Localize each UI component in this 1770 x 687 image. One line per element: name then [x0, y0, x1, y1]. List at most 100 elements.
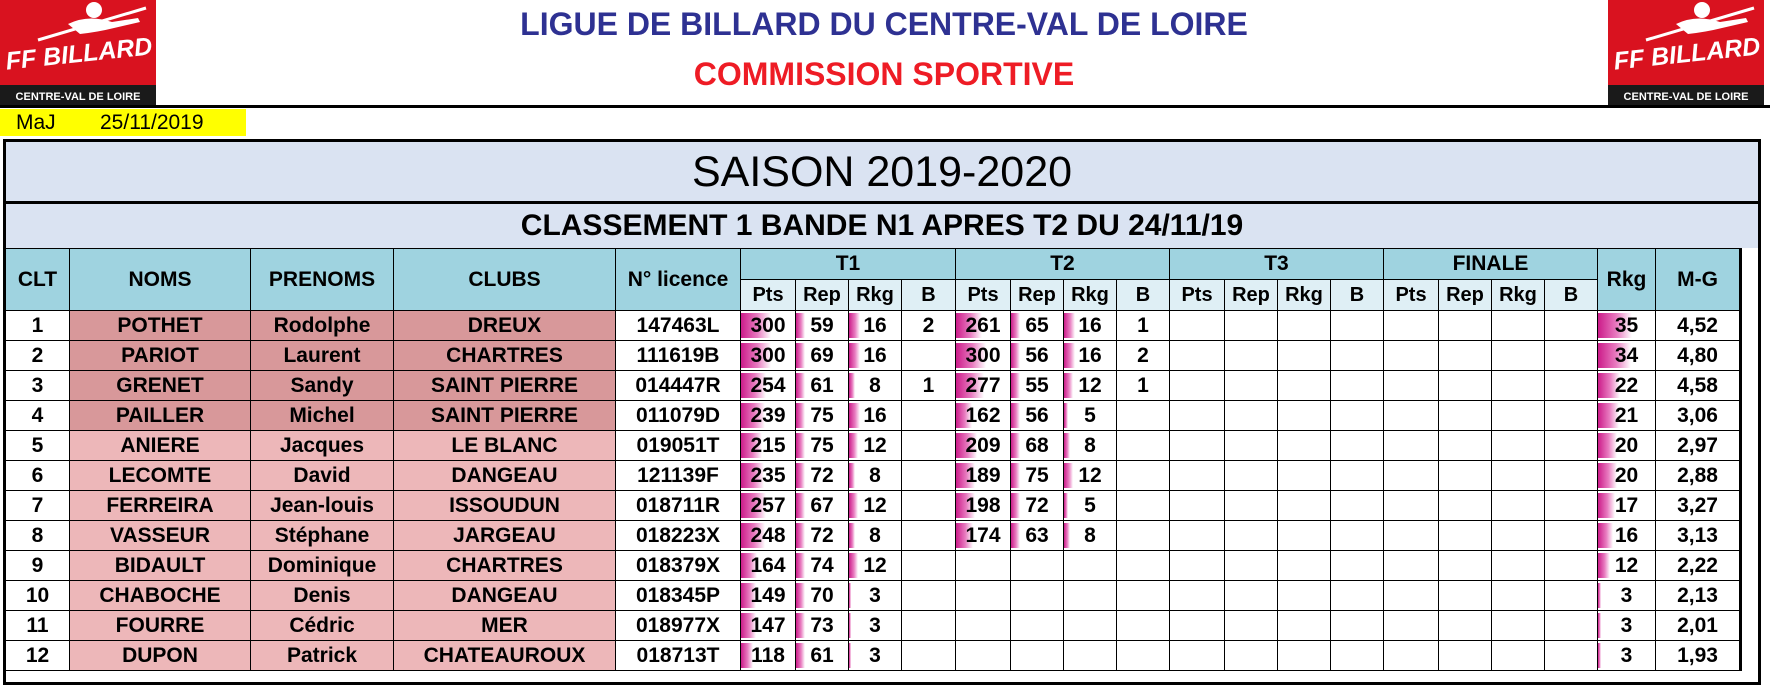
cell-t1-pts: 300 — [740, 340, 796, 371]
cell-empty — [1277, 310, 1331, 341]
cell-clt: 10 — [3, 580, 70, 611]
cell-empty — [1491, 610, 1545, 641]
cell-t1-rep: 59 — [795, 310, 849, 341]
table-row: 8 VASSEUR Stéphane JARGEAU 018223X 248 72 8 174 6… — [3, 520, 1742, 551]
cell-empty — [1544, 640, 1598, 671]
ff-billard-logo-right: FF BILLARD CENTRE-VAL DE LOIRE — [1608, 0, 1764, 105]
cell-t1-rep: 61 — [795, 370, 849, 401]
cell-t2-rkg-value: 5 — [1084, 493, 1096, 517]
cell-t1-rep: 61 — [795, 640, 849, 671]
cell-licence: 018977X — [615, 610, 741, 641]
cell-empty — [1383, 370, 1439, 401]
cell-club: MER — [393, 610, 616, 641]
cell-t2-rkg-value: 5 — [1084, 403, 1096, 427]
cell-empty — [1277, 610, 1331, 641]
cell-nom: LECOMTE — [69, 460, 251, 491]
cell-empty — [1438, 400, 1492, 431]
cell-club: ISSOUDUN — [393, 490, 616, 521]
cell-licence: 147463L — [615, 310, 741, 341]
cell-rkg-value: 20 — [1614, 433, 1639, 457]
table-row: 5 ANIERE Jacques LE BLANC 019051T 215 75 12 209 6… — [3, 430, 1742, 461]
maj-label: MaJ — [16, 111, 56, 134]
cell-empty — [1277, 640, 1331, 671]
logo-subtext: CENTRE-VAL DE LOIRE — [15, 91, 141, 103]
cell-t1-pts: 164 — [740, 550, 796, 581]
cell-nom: GRENET — [69, 370, 251, 401]
cell-t2-b — [1116, 520, 1170, 551]
cell-empty — [1438, 520, 1492, 551]
cell-t1-rep-value: 72 — [810, 463, 834, 487]
cell-licence: 019051T — [615, 430, 741, 461]
cell-t1-pts: 235 — [740, 460, 796, 491]
cell-empty — [1438, 460, 1492, 491]
cell-t1-pts: 257 — [740, 490, 796, 521]
cell-club: SAINT PIERRE — [393, 400, 616, 431]
cell-t2-rep: 65 — [1010, 310, 1064, 341]
cell-clt: 5 — [3, 430, 70, 461]
cell-empty — [1491, 400, 1545, 431]
cell-t1-b — [901, 490, 956, 521]
cell-rkg-value: 34 — [1614, 343, 1639, 367]
cell-nom: VASSEUR — [69, 520, 251, 551]
subheader-rep: Rep — [1010, 279, 1064, 311]
cell-empty — [1438, 370, 1492, 401]
cell-t1-pts-value: 300 — [750, 313, 786, 337]
cell-empty — [1224, 460, 1278, 491]
cell-t1-rkg-value: 16 — [863, 313, 887, 337]
cell-nom: PARIOT — [69, 340, 251, 371]
col-header-t1: T1 — [740, 248, 956, 280]
cell-t1-rkg-value: 8 — [869, 463, 881, 487]
cell-t1-rep-value: 61 — [810, 643, 834, 667]
cell-empty — [1330, 640, 1384, 671]
cell-club: CHARTRES — [393, 550, 616, 581]
subheader-rep: Rep — [1438, 279, 1492, 311]
cell-t2-pts-value: 300 — [965, 343, 1001, 367]
cell-t2-pts-value: 277 — [965, 373, 1001, 397]
cell-empty — [1383, 400, 1439, 431]
cell-empty — [1224, 490, 1278, 521]
cell-t2-rep-value: 63 — [1025, 523, 1049, 547]
cell-prenom: Denis — [250, 580, 394, 611]
cell-t1-rkg-value: 8 — [869, 373, 881, 397]
cell-licence: 018379X — [615, 550, 741, 581]
cell-club: CHATEAUROUX — [393, 640, 616, 671]
cell-t2-rep: 63 — [1010, 520, 1064, 551]
cell-rkg: 21 — [1597, 400, 1656, 431]
cell-t2-rep-value: 75 — [1025, 463, 1049, 487]
cell-clt: 11 — [3, 610, 70, 641]
cell-mg: 2,01 — [1655, 610, 1742, 641]
table-row: 11 FOURRE Cédric MER 018977X 147 73 3 3 2,01 — [3, 610, 1742, 641]
cell-empty — [1169, 430, 1225, 461]
cell-empty — [1438, 430, 1492, 461]
cell-clt: 4 — [3, 400, 70, 431]
cell-licence: 111619B — [615, 340, 741, 371]
cell-empty — [1330, 610, 1384, 641]
subheader-rkg: Rkg — [1063, 279, 1117, 311]
cell-t1-rkg: 16 — [848, 400, 902, 431]
cell-t1-rep: 70 — [795, 580, 849, 611]
cell-clt: 9 — [3, 550, 70, 581]
cell-empty — [1169, 310, 1225, 341]
cell-t1-b — [901, 520, 956, 551]
subheader-rkg: Rkg — [1491, 279, 1545, 311]
cell-empty — [1277, 340, 1331, 371]
cell-empty — [1277, 520, 1331, 551]
cell-t1-pts-value: 149 — [750, 583, 786, 607]
cell-empty — [1277, 580, 1331, 611]
cell-empty — [1169, 580, 1225, 611]
cell-t2-b: 2 — [1116, 340, 1170, 371]
cell-t2-rkg — [1063, 580, 1117, 611]
col-header-rkg: Rkg — [1597, 248, 1656, 311]
subheader-rkg: Rkg — [848, 279, 902, 311]
cell-empty — [1169, 490, 1225, 521]
cell-nom: PAILLER — [69, 400, 251, 431]
cell-t1-rkg-value: 16 — [863, 343, 887, 367]
cell-clt: 12 — [3, 640, 70, 671]
cell-empty — [1224, 640, 1278, 671]
cell-t1-b — [901, 400, 956, 431]
cell-empty — [1544, 520, 1598, 551]
cell-t1-pts-value: 254 — [750, 373, 786, 397]
cell-t1-rep: 69 — [795, 340, 849, 371]
cell-t1-rkg: 8 — [848, 460, 902, 491]
logo-subtext: CENTRE-VAL DE LOIRE — [1623, 91, 1749, 103]
